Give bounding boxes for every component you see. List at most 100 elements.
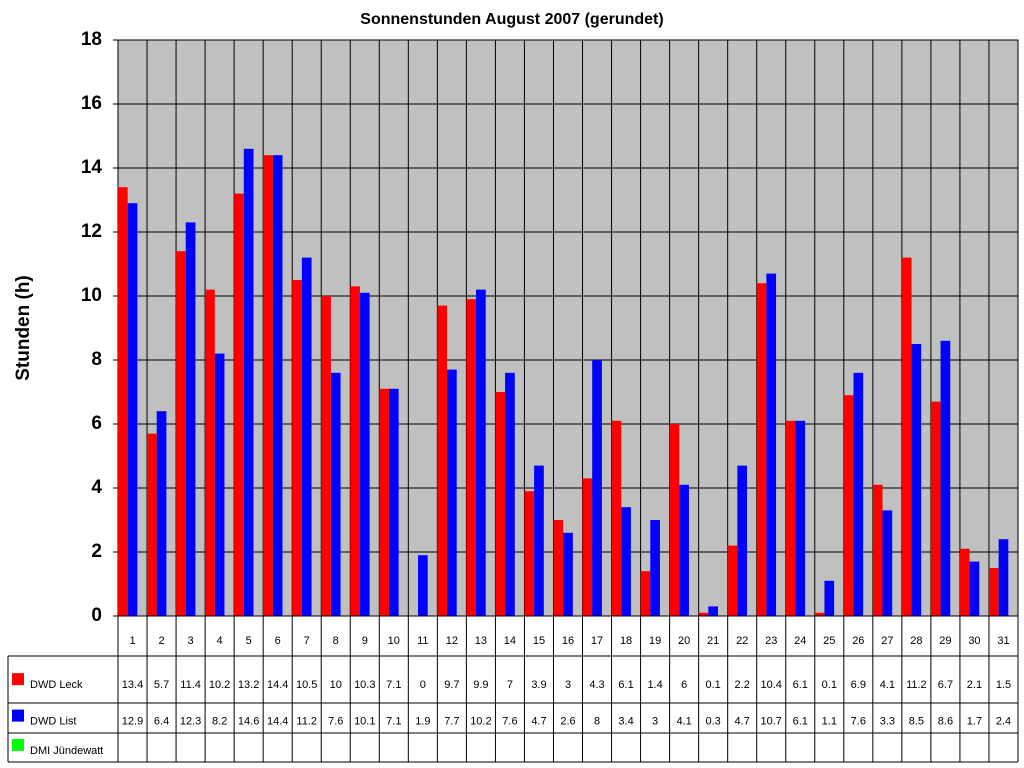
legend-label: DMI Jündewatt [30,745,103,757]
bar [611,420,622,616]
x-tick-label: 5 [246,635,252,647]
bar [553,520,564,616]
bar [243,148,254,617]
table-value: 3.9 [531,679,546,691]
y-tick-label: 16 [81,93,102,114]
bar [737,465,748,616]
table-value: 12.3 [180,716,201,728]
bar [901,257,912,616]
table-value: 10.4 [761,679,782,691]
table-value: 4.7 [735,716,750,728]
bar [911,344,922,616]
table-value: 7.7 [444,716,459,728]
bar [669,424,680,616]
table-value: 7 [507,679,513,691]
bar [534,465,544,616]
table-value: 14.6 [238,716,259,728]
x-tick-label: 2 [158,635,164,647]
x-tick-label: 4 [217,635,223,647]
bar [292,280,302,616]
bar [621,507,631,616]
bar [679,484,689,616]
bar [263,155,273,616]
x-tick-label: 31 [997,635,1009,647]
y-tick-label: 6 [91,413,102,434]
bar [359,292,370,616]
x-tick-label: 7 [304,635,310,647]
y-tick-label: 14 [81,157,103,178]
bar [388,388,399,616]
bar [882,510,893,616]
x-tick-label: 19 [649,635,661,647]
table-value: 4.7 [531,716,546,728]
x-tick-label: 3 [188,635,194,647]
bar [505,372,515,616]
x-tick-label: 30 [968,635,980,647]
table-value: 1.9 [415,716,430,728]
bar [214,353,225,616]
legend-label: DWD Leck [30,679,83,691]
y-tick-label: 8 [91,349,102,370]
x-tick-label: 15 [533,635,545,647]
bar [988,568,999,616]
x-tick-label: 18 [620,635,632,647]
bar [350,286,360,616]
bar [301,257,312,616]
x-tick-label: 11 [417,635,428,647]
table-value: 8.6 [938,716,953,728]
bar [272,155,283,616]
table-value: 8.2 [212,716,227,728]
table-value: 11.2 [906,679,927,691]
table-value: 8.5 [909,716,924,728]
bar [756,283,767,616]
bar [969,561,980,616]
table-value: 7.1 [386,679,401,691]
table-value: 10.2 [209,679,230,691]
table-value: 14.4 [267,716,288,728]
bar [321,296,331,616]
table-value: 6.1 [793,679,808,691]
x-tick-label: 27 [881,635,893,647]
bar [766,273,777,616]
bar [872,484,883,616]
bar [418,555,428,616]
table-value: 1.1 [822,716,837,728]
table-value: 2.1 [967,679,982,691]
bar [127,203,138,616]
table-value: 0.3 [706,716,721,728]
x-tick-label: 25 [823,635,835,647]
y-axis-label: Stunden (h) [13,275,34,381]
bar [959,548,970,616]
bar [563,532,573,616]
table-value: 3 [652,716,658,728]
bar [447,369,457,616]
x-tick-label: 14 [504,635,516,647]
legend-label: DWD List [30,716,76,728]
x-tick-label: 8 [333,635,339,647]
bar [592,360,602,616]
x-tick-label: 28 [910,635,922,647]
bar [205,289,215,616]
x-tick-label: 13 [475,635,487,647]
x-tick-label: 26 [852,635,864,647]
table-value: 10.5 [296,679,317,691]
table-value: 1.7 [967,716,982,728]
x-tick-label: 21 [707,635,719,647]
legend-swatch [12,673,24,686]
bar [640,571,651,616]
bar [582,478,593,616]
x-tick-label: 16 [562,635,574,647]
table-value: 10.2 [470,716,491,728]
table-value: 8 [594,716,600,728]
y-tick-label: 4 [91,477,102,498]
table-value: 6.1 [618,679,633,691]
table-value: 4.1 [880,679,895,691]
y-tick-label: 2 [91,541,102,562]
table-value: 10.3 [354,679,375,691]
bar [476,289,486,616]
chart-title: Sonnenstunden August 2007 (gerundet) [360,11,663,28]
bar [234,193,244,616]
bar [330,372,341,616]
bar [930,401,941,616]
table-value: 0.1 [706,679,721,691]
